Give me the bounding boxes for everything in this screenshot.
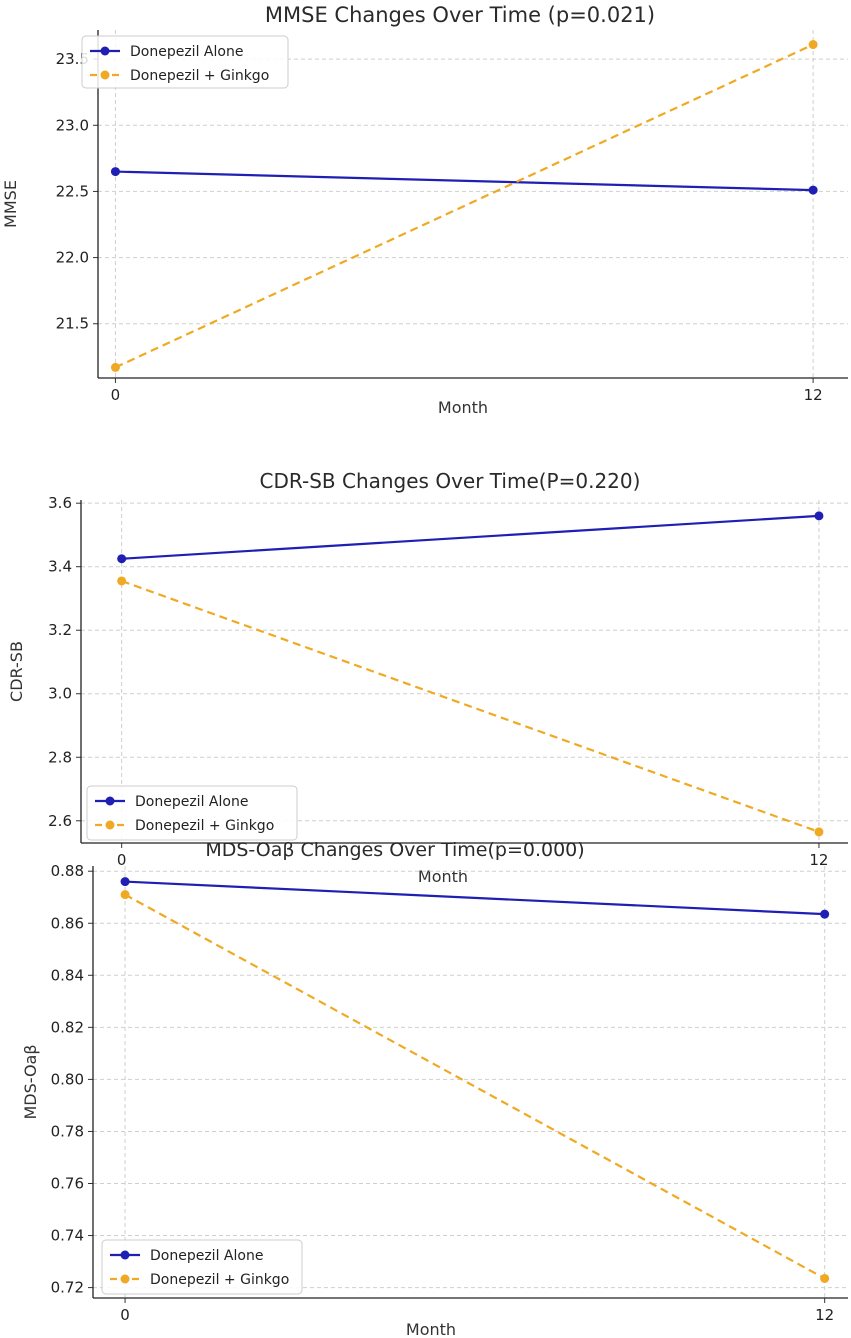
y-tick-label: 3.0 — [48, 685, 72, 703]
x-tick-label: 0 — [111, 386, 121, 404]
legend-box — [86, 785, 298, 841]
y-tick-label: 0.80 — [51, 1070, 84, 1088]
legend-swatch-marker — [100, 46, 110, 56]
legend-label: Donepezil + Ginkgo — [150, 1272, 289, 1288]
chart-1: MMSE Changes Over Time (p=0.021) 21.5 22.0… — [1, 3, 848, 417]
legend-label: Donepezil + Ginkgo — [135, 818, 274, 834]
y-axis-label: MDS-Oaβ — [21, 1044, 40, 1119]
y-tick-label: 3.6 — [48, 494, 72, 512]
y-axis-label: MMSE — [1, 180, 20, 228]
legend-box — [81, 35, 289, 89]
legend-label: Donepezil Alone — [150, 1248, 263, 1264]
x-tick-label: 12 — [809, 851, 828, 869]
data-point-donepezil-alone — [820, 909, 830, 919]
series-line-donepezil-ginkgo — [114, 43, 814, 369]
series-line-donepezil-ginkgo — [121, 579, 820, 833]
y-tick-label: 2.6 — [48, 812, 72, 830]
chart-title: MMSE Changes Over Time (p=0.021) — [265, 3, 655, 27]
chart-title: MDS-Oaβ Changes Over Time(p=0.000) — [205, 839, 584, 861]
legend-label: Donepezil Alone — [130, 44, 243, 60]
y-tick-label: 0.88 — [51, 862, 84, 880]
y-tick-label: 22.0 — [56, 249, 89, 267]
y-tick-label: 0.82 — [51, 1018, 84, 1036]
data-point-donepezil-alone — [814, 511, 824, 521]
legend-label: Donepezil + Ginkgo — [130, 68, 269, 84]
series-line-donepezil-alone — [121, 514, 820, 560]
data-point-donepezil-alone — [117, 554, 127, 564]
legend-swatch-marker — [105, 796, 115, 806]
x-tick-label: 12 — [804, 386, 823, 404]
y-tick-label: 23.0 — [56, 116, 89, 134]
data-point-donepezil-alone — [110, 167, 120, 177]
legend: Donepezil Alone Donepezil + Ginkgo — [81, 35, 289, 89]
y-tick-label: 0.78 — [51, 1122, 84, 1140]
y-tick-label: 0.84 — [51, 966, 84, 984]
data-point-donepezil-ginkgo — [808, 40, 818, 50]
legend-label: Donepezil Alone — [135, 794, 248, 810]
x-tick-label: 12 — [815, 1306, 834, 1324]
chart-title: CDR-SB Changes Over Time(P=0.220) — [260, 469, 641, 493]
legend-box — [101, 1239, 303, 1295]
legend-swatch-marker — [120, 1250, 130, 1260]
y-tick-label: 3.4 — [48, 558, 72, 576]
data-point-donepezil-ginkgo — [117, 576, 127, 586]
chart-2: CDR-SB Changes Over Time(P=0.220) 2.6 2.8 3… — [7, 469, 848, 886]
legend-swatch-marker — [105, 820, 115, 830]
data-point-donepezil-alone — [808, 185, 818, 195]
y-tick-label: 3.2 — [48, 621, 72, 639]
y-tick-label: 21.5 — [56, 315, 89, 333]
legend-swatch-marker — [120, 1274, 130, 1284]
y-tick-label: 2.8 — [48, 748, 72, 766]
y-tick-label: 0.86 — [51, 914, 84, 932]
x-axis-label: Month — [406, 1320, 456, 1338]
data-point-donepezil-ginkgo — [820, 1273, 830, 1283]
series-line-donepezil-ginkgo — [124, 893, 826, 1280]
series-line-donepezil-alone — [115, 170, 814, 192]
legend-swatch-marker — [100, 70, 110, 80]
x-axis-label: Month — [438, 398, 488, 417]
data-point-donepezil-ginkgo — [814, 827, 824, 837]
y-axis-label: CDR-SB — [7, 641, 26, 702]
x-tick-label: 0 — [117, 851, 127, 869]
data-point-donepezil-ginkgo — [110, 362, 120, 372]
y-tick-label: 22.5 — [56, 182, 89, 200]
legend: Donepezil Alone Donepezil + Ginkgo — [101, 1239, 303, 1295]
data-point-donepezil-alone — [120, 877, 130, 887]
x-tick-label: 0 — [120, 1306, 130, 1324]
y-tick-label: 0.74 — [51, 1227, 84, 1245]
series-line-donepezil-alone — [125, 880, 825, 916]
y-tick-label: 23.5 — [56, 50, 89, 68]
chart-3: MDS-Oaβ Changes Over Time(p=0.000) 0.72 0.… — [21, 839, 848, 1338]
data-point-donepezil-ginkgo — [120, 890, 130, 900]
legend: Donepezil Alone Donepezil + Ginkgo — [86, 785, 298, 841]
x-axis-label: Month — [418, 867, 468, 886]
y-tick-label: 0.76 — [51, 1174, 84, 1192]
y-tick-label: 0.72 — [51, 1279, 84, 1297]
